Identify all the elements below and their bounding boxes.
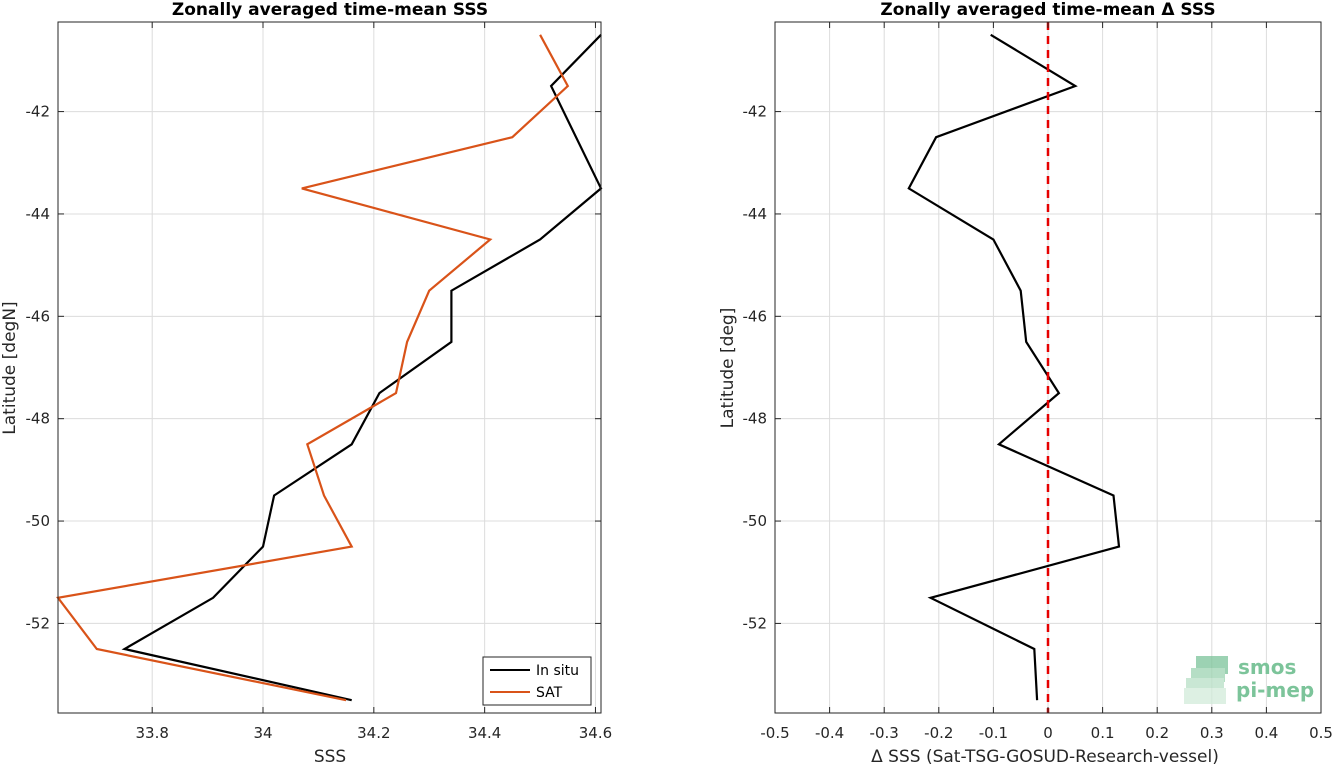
delta-sss-ytick-label: -42 bbox=[743, 103, 768, 121]
delta-sss-xtick-label: 0.5 bbox=[1309, 724, 1333, 742]
delta-sss-xtick-label: 0.2 bbox=[1145, 724, 1169, 742]
delta-sss-ytick-label: -48 bbox=[743, 410, 768, 428]
delta-sss-xtick-label: 0.1 bbox=[1091, 724, 1115, 742]
sss-panel-xlabel: SSS bbox=[314, 747, 346, 764]
delta-sss-ytick-label: -50 bbox=[743, 512, 768, 530]
delta-sss-series-line-delta bbox=[907, 33, 1121, 701]
sss-xtick-label: 34.6 bbox=[579, 724, 612, 742]
sss-panel-ticks: 33.8 34 34.2 34.4 34.6 -52 -50 -48 -46 -44 -42 bbox=[26, 22, 612, 742]
delta-sss-xtick-label: -0.3 bbox=[870, 724, 899, 742]
delta-sss-ytick-label: -46 bbox=[743, 307, 768, 325]
legend-label-sat: SAT bbox=[536, 685, 563, 701]
sss-ytick-label: -46 bbox=[26, 307, 51, 325]
smos-pi-mep-logo: smos pi-mep bbox=[1184, 655, 1314, 704]
sss-ytick-label: -52 bbox=[26, 614, 51, 632]
delta-sss-xtick-label: -0.4 bbox=[815, 724, 844, 742]
sss-xtick-label: 34.4 bbox=[468, 724, 501, 742]
logo-wave-icon bbox=[1184, 656, 1228, 704]
sss-series-line-sat bbox=[56, 34, 570, 702]
delta-sss-ytick-label: -52 bbox=[743, 614, 768, 632]
delta-sss-xtick-label: 0.4 bbox=[1254, 724, 1278, 742]
sss-ytick-label: -44 bbox=[26, 205, 51, 223]
delta-sss-panel-ticks: -0.5 -0.4 -0.3 -0.2 -0.1 0 0.1 0.2 0.3 0.4 0.5 -52 -… bbox=[743, 22, 1333, 742]
delta-sss-ytick-label: -44 bbox=[743, 205, 768, 223]
sss-ytick-label: -42 bbox=[26, 103, 51, 121]
sss-xtick-label: 34 bbox=[253, 724, 272, 742]
sss-panel-grid bbox=[58, 22, 601, 713]
legend-box bbox=[482, 656, 592, 706]
logo-text-smos: smos bbox=[1238, 655, 1296, 679]
sss-ytick-label: -50 bbox=[26, 512, 51, 530]
sss-panel-series bbox=[56, 34, 603, 702]
sss-panel-ylabel: Latitude [degN] bbox=[0, 301, 20, 434]
sss-series-line-in-situ bbox=[121, 34, 603, 702]
sss-panel-axes-box bbox=[57, 21, 602, 714]
sss-xtick-label: 33.8 bbox=[135, 724, 168, 742]
delta-sss-panel: Zonally averaged time-mean Δ SSS -0.5 -0.… bbox=[718, 0, 1333, 764]
delta-sss-xtick-label: -0.5 bbox=[760, 724, 789, 742]
delta-sss-panel-series bbox=[907, 22, 1121, 713]
delta-sss-panel-xlabel: Δ SSS (Sat-TSG-GOSUD-Research-vessel) bbox=[871, 747, 1219, 764]
delta-sss-xtick-label: -0.1 bbox=[979, 724, 1008, 742]
sss-xtick-label: 34.2 bbox=[357, 724, 390, 742]
sss-panel-title: Zonally averaged time-mean SSS bbox=[172, 0, 488, 20]
delta-sss-panel-title: Zonally averaged time-mean Δ SSS bbox=[880, 0, 1215, 20]
delta-sss-xtick-label: 0 bbox=[1043, 724, 1053, 742]
delta-sss-panel-ylabel: Latitude [deg] bbox=[718, 308, 738, 429]
logo-text-pi-mep: pi-mep bbox=[1236, 678, 1314, 702]
legend: In situ SAT bbox=[482, 656, 592, 706]
sss-ytick-label: -48 bbox=[26, 410, 51, 428]
sss-panel: Zonally averaged time-mean SSS 33.8 34 34.… bbox=[0, 0, 612, 764]
legend-label-in-situ: In situ bbox=[536, 663, 579, 679]
delta-sss-xtick-label: 0.3 bbox=[1200, 724, 1224, 742]
delta-sss-xtick-label: -0.2 bbox=[924, 724, 953, 742]
